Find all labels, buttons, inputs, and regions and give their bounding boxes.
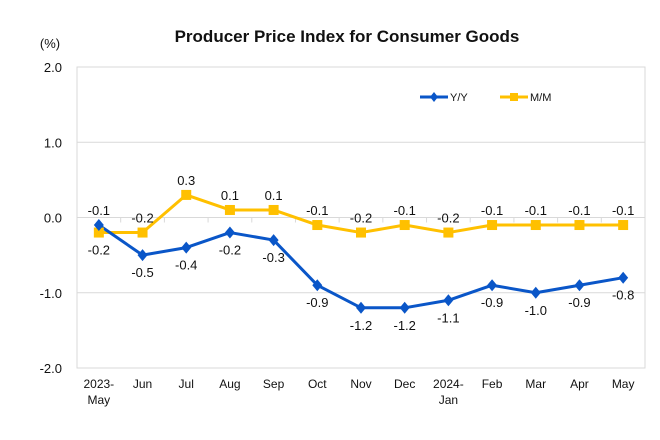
data-point-mm — [487, 220, 498, 231]
data-point-yy — [530, 286, 541, 299]
data-label-mm: -0.2 — [350, 211, 372, 226]
data-point-mm — [530, 220, 541, 231]
data-point-mm — [268, 204, 279, 215]
data-point-yy — [487, 279, 498, 292]
data-label-mm: -0.2 — [131, 211, 153, 226]
x-tick-label: Apr — [570, 377, 589, 391]
y-tick-label: 1.0 — [44, 135, 62, 150]
x-tick-label: Feb — [482, 377, 503, 391]
y-tick-label: -2.0 — [40, 361, 62, 376]
data-point-yy — [93, 219, 104, 232]
x-tick-label: Jul — [179, 377, 194, 391]
data-point-mm — [574, 220, 585, 231]
x-tick-label: Jun — [133, 377, 152, 391]
data-point-yy — [443, 294, 454, 307]
x-tick-label: Oct — [308, 377, 327, 391]
data-point-mm — [618, 220, 629, 231]
x-tick-label: Aug — [219, 377, 240, 391]
chart-title: Producer Price Index for Consumer Goods — [175, 27, 520, 46]
data-label-mm: -0.1 — [306, 203, 328, 218]
data-point-mm — [356, 227, 366, 238]
legend-marker — [430, 92, 438, 102]
data-label-mm: -0.1 — [393, 203, 415, 218]
data-point-mm — [181, 189, 192, 200]
data-label-mm: -0.1 — [568, 203, 590, 218]
data-label-yy: -0.3 — [262, 250, 284, 265]
data-point-yy — [356, 301, 366, 314]
data-point-yy — [399, 301, 410, 314]
y-tick-label: -1.0 — [40, 286, 62, 301]
legend-marker — [510, 93, 518, 101]
x-tick-label: Sep — [263, 377, 285, 391]
data-point-mm — [443, 227, 454, 238]
x-tick-label: May — [612, 377, 635, 391]
x-tick-label: May — [88, 393, 111, 407]
data-point-mm — [93, 227, 104, 238]
x-tick-label: Dec — [394, 377, 415, 391]
y-tick-label: 2.0 — [44, 60, 62, 75]
data-point-mm — [224, 204, 235, 215]
x-tick-label: Jan — [439, 393, 458, 407]
x-tick-label: Mar — [525, 377, 546, 391]
data-label-mm: -0.2 — [88, 243, 110, 258]
data-point-yy — [312, 279, 323, 292]
data-label-mm: 0.1 — [265, 188, 283, 203]
data-point-yy — [224, 226, 235, 239]
legend-label: Y/Y — [450, 92, 468, 104]
data-label-yy: -0.1 — [88, 203, 110, 218]
data-label-yy: -1.2 — [393, 318, 415, 333]
x-tick-label: 2024- — [433, 377, 464, 391]
data-label-mm: -0.1 — [612, 203, 634, 218]
y-axis-label: (%) — [40, 36, 60, 51]
data-label-mm: 0.3 — [177, 173, 195, 188]
data-label-mm: -0.1 — [525, 203, 547, 218]
x-tick-label: 2023- — [83, 377, 114, 391]
data-label-yy: -1.2 — [350, 318, 372, 333]
data-label-yy: -0.8 — [612, 288, 634, 303]
data-label-mm: -0.2 — [437, 211, 459, 226]
data-point-yy — [268, 234, 279, 247]
data-label-yy: -1.1 — [437, 310, 459, 325]
x-tick-label: Nov — [350, 377, 371, 391]
data-point-mm — [137, 227, 148, 238]
data-point-yy — [574, 279, 585, 292]
data-label-yy: -0.4 — [175, 258, 197, 273]
data-point-mm — [399, 220, 410, 231]
data-label-yy: -0.9 — [481, 295, 503, 310]
data-label-yy: -0.9 — [568, 295, 590, 310]
data-point-yy — [181, 241, 192, 254]
data-label-yy: -0.9 — [306, 295, 328, 310]
data-point-mm — [312, 220, 323, 231]
data-point-yy — [137, 249, 148, 262]
data-point-yy — [618, 271, 629, 284]
data-label-mm: 0.1 — [221, 188, 239, 203]
y-tick-label: 0.0 — [44, 211, 62, 226]
data-label-yy: -0.5 — [131, 265, 153, 280]
legend-label: M/M — [530, 92, 551, 104]
data-label-mm: -0.1 — [481, 203, 503, 218]
data-label-yy: -0.2 — [219, 243, 241, 258]
data-label-yy: -1.0 — [525, 303, 547, 318]
